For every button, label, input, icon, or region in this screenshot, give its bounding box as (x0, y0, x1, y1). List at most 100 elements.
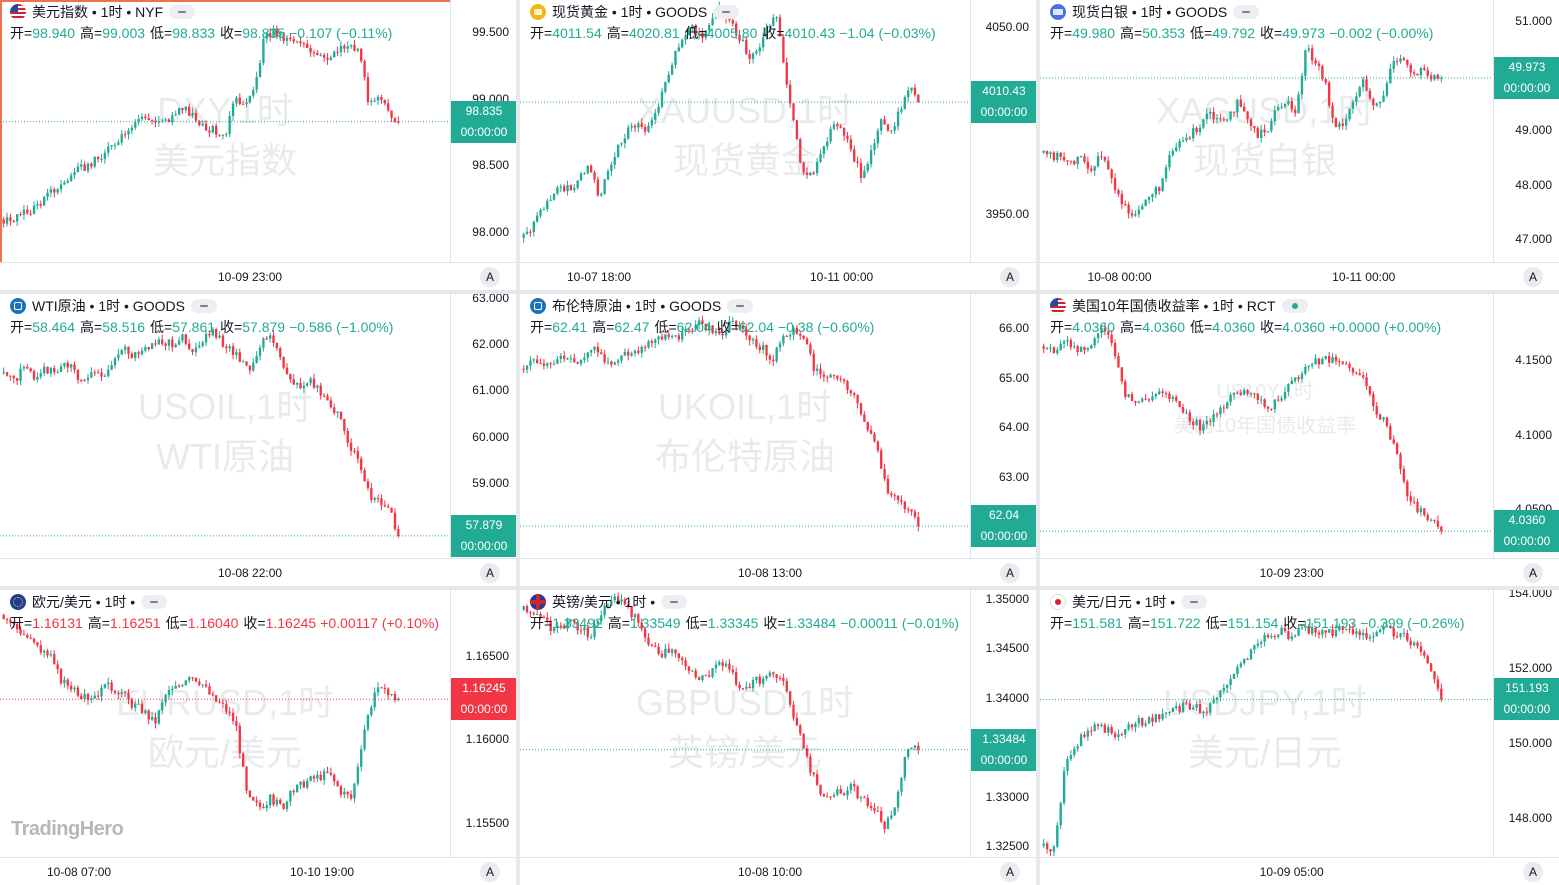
symbol-header[interactable]: WTI原油 • 1时 • GOODS (10, 297, 217, 315)
auto-scale-button[interactable]: A (1523, 267, 1543, 287)
collapse-legend-icon[interactable] (661, 595, 688, 609)
candle (309, 44, 312, 57)
chart-panel-xagusd[interactable]: XAGUSD,1时 现货白银 现货白银 • 1时 • GOODS 开=49.980 高=… (1040, 0, 1559, 290)
symbol-header[interactable]: 现货黄金 • 1时 • GOODS (530, 3, 740, 21)
symbol-header[interactable]: 美元/日元 • 1时 • (1050, 593, 1208, 611)
candle (1419, 505, 1423, 517)
chart-panel-dxy[interactable]: DXY,1时 美元指数 美元指数 • 1时 • NYF 开=98.940 高=99.00… (0, 0, 516, 290)
candle (356, 446, 360, 464)
candle (164, 693, 167, 707)
symbol-header[interactable]: 现货白银 • 1时 • GOODS (1050, 3, 1260, 21)
auto-scale-button[interactable]: A (480, 862, 500, 882)
candle (1266, 633, 1270, 639)
chart-panel-usoil[interactable]: USOIL,1时 WTI原油 WTI原油 • 1时 • GOODS 开=58.464 高… (0, 294, 516, 586)
candle (1409, 637, 1412, 649)
candle (177, 107, 181, 115)
collapse-legend-icon[interactable] (141, 595, 168, 609)
candle (1130, 391, 1134, 402)
candle (164, 117, 167, 121)
chart-panel-xauusd[interactable]: XAUUSD,1时 现货黄金 现货黄金 • 1时 • GOODS 开=4011.54 高… (520, 0, 1036, 290)
auto-scale-button[interactable]: A (1523, 563, 1543, 583)
symbol-header[interactable]: 英镑/美元 • 1时 • (530, 593, 688, 611)
candle (1100, 151, 1103, 161)
price-axis[interactable]: 51.000 49.000 48.000 47.000 49.973 00:00:00 (1493, 0, 1559, 262)
candlestick-plot[interactable] (1040, 0, 1493, 262)
auto-scale-button[interactable]: A (480, 563, 500, 583)
candle (76, 369, 80, 384)
market-open-indicator-icon[interactable] (1281, 299, 1308, 313)
chart-panel-us10y[interactable]: US10Y,1时 美国10年国债收益率 美国10年国债收益率 • 1时 • RCT 开… (1040, 294, 1559, 586)
price-axis[interactable]: 66.00 65.00 64.00 63.00 62.04 00:00:00 (970, 294, 1036, 558)
bar-countdown: 00:00:00 (1503, 80, 1551, 95)
candle (1412, 640, 1416, 647)
candle (627, 600, 630, 609)
time-axis[interactable]: 10-08 10:00 A (520, 857, 1036, 885)
candle (1042, 150, 1045, 154)
candle (1188, 135, 1192, 141)
chart-panel-gbpusd[interactable]: GBPUSD,1时 英镑/美元 英镑/美元 • 1时 • 开=1.33492 高=1.3… (520, 590, 1036, 885)
candlestick-plot[interactable] (0, 294, 450, 558)
time-axis[interactable]: 10-07 18:00 10-11 00:00 A (520, 262, 1036, 290)
symbol-header[interactable]: 美元指数 • 1时 • NYF (10, 3, 196, 21)
candlestick-plot[interactable] (1040, 590, 1493, 857)
auto-scale-button[interactable]: A (1000, 563, 1020, 583)
candlestick-plot[interactable] (0, 0, 450, 262)
auto-scale-button[interactable]: A (1000, 862, 1020, 882)
auto-scale-button[interactable]: A (1523, 862, 1543, 882)
price-axis[interactable]: 99.500 99.000 98.500 98.000 98.835 00:00:00 (450, 0, 516, 262)
candle (873, 138, 876, 156)
collapse-legend-icon[interactable] (1233, 5, 1260, 19)
chart-panel-eurusd[interactable]: EURUSD,1时 欧元/美元 欧元/美元 • 1时 • 开=1.16131 高=1.1… (0, 590, 516, 885)
last-price-tag: 151.193 00:00:00 (1494, 678, 1559, 721)
collapse-legend-icon[interactable] (713, 5, 740, 19)
candlestick-plot[interactable] (520, 294, 970, 558)
candle (1365, 627, 1368, 641)
candle (1134, 210, 1137, 217)
collapse-legend-icon[interactable] (190, 299, 217, 313)
candle (684, 325, 687, 337)
candlestick-plot[interactable] (0, 590, 450, 857)
candlestick-plot[interactable] (1040, 294, 1493, 558)
price-tick: 60.000 (472, 429, 509, 444)
symbol-header[interactable]: 欧元/美元 • 1时 • (10, 593, 168, 611)
price-axis[interactable]: 154.000 152.000 150.000 148.000 151.193 00:00… (1493, 590, 1559, 857)
price-axis[interactable]: 4050.00 3950.00 4010.43 00:00:00 (970, 0, 1036, 262)
price-axis[interactable]: 63.000 62.000 61.000 60.000 59.000 57.879 00:0… (450, 294, 516, 558)
collapse-legend-icon[interactable] (169, 5, 196, 19)
candle (917, 93, 920, 103)
collapse-legend-icon[interactable] (1181, 595, 1208, 609)
time-axis[interactable]: 10-08 13:00 A (520, 558, 1036, 586)
candle (107, 141, 110, 157)
candle (809, 171, 812, 176)
symbol-header[interactable]: 美国10年国债收益率 • 1时 • RCT (1050, 297, 1308, 315)
auto-scale-button[interactable]: A (480, 267, 500, 287)
chart-panel-usdjpy[interactable]: USDJPY,1时 美元/日元 美元/日元 • 1时 • 开=151.581 高=151… (1040, 590, 1559, 885)
symbol-header[interactable]: 布伦特原油 • 1时 • GOODS (530, 297, 754, 315)
candle (191, 107, 194, 119)
time-axis[interactable]: 10-08 07:00 10-10 19:00 A (0, 857, 516, 885)
auto-scale-button[interactable]: A (1000, 267, 1020, 287)
time-axis[interactable]: 10-09 23:00 A (0, 262, 516, 290)
candle (1256, 393, 1259, 405)
price-axis[interactable]: 1.35000 1.34500 1.34000 1.33000 1.32500 1.334… (970, 590, 1036, 857)
candle (123, 130, 127, 139)
candle (589, 163, 593, 173)
time-axis[interactable]: 10-08 22:00 A (0, 558, 516, 586)
candlestick-plot[interactable] (520, 590, 970, 857)
candle (1399, 54, 1402, 64)
price-axis[interactable]: 1.16500 1.16000 1.15500 1.16245 00:00:00 (450, 590, 516, 857)
time-axis[interactable]: 10-08 00:00 10-11 00:00 A (1040, 262, 1559, 290)
candle (859, 795, 863, 803)
candle (805, 744, 809, 759)
candle (295, 783, 299, 793)
candle (1093, 165, 1096, 176)
candle (1066, 756, 1069, 776)
candle (1185, 133, 1188, 143)
candle (583, 171, 586, 175)
chart-panel-ukoil[interactable]: UKOIL,1时 布伦特原油 布伦特原油 • 1时 • GOODS 开=62.41 高=… (520, 294, 1036, 586)
time-axis[interactable]: 10-09 05:00 A (1040, 857, 1559, 885)
collapse-legend-icon[interactable] (727, 299, 754, 313)
candle (896, 495, 900, 505)
time-axis[interactable]: 10-09 23:00 A (1040, 558, 1559, 586)
